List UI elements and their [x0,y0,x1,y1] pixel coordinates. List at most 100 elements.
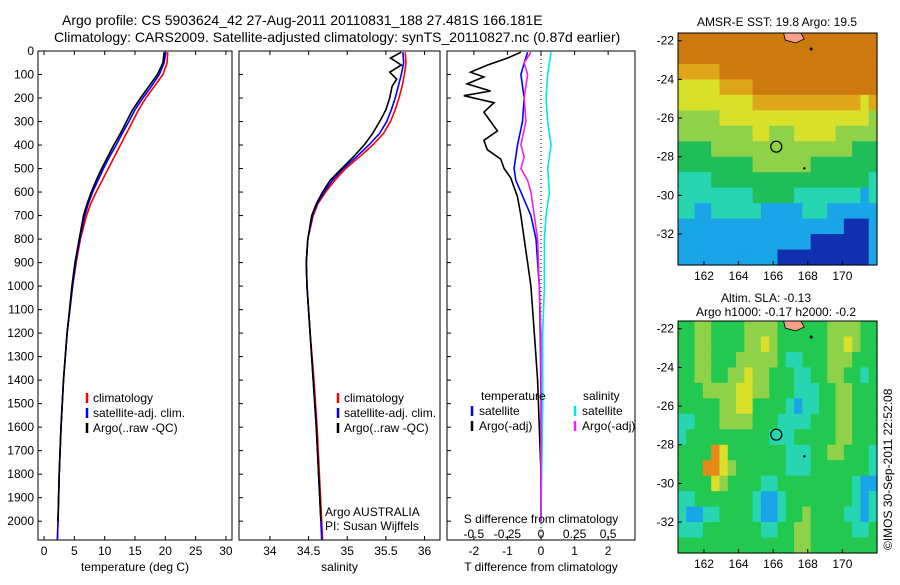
heatmap-cell [843,110,853,127]
heatmap-cell [852,351,862,368]
heatmap-cell [678,491,687,508]
map-title-line-1: Altim. SLA: -0.13 [721,291,811,305]
heatmap-cell [785,156,795,173]
heatmap-cell [777,33,787,50]
heatmap-cell [785,382,795,399]
heatmap-cell [702,491,712,508]
heatmap-cell [777,398,787,415]
heatmap-cell [736,336,745,353]
heatmap-cell [860,63,870,80]
heatmap-cell [711,321,721,338]
heatmap-cell [752,382,762,399]
heatmap-cell [843,79,853,96]
heatmap-cell [711,234,721,251]
heatmap-cell [719,537,729,554]
x-tick-label: 20 [159,544,173,558]
heatmap-cell [860,249,870,266]
heatmap-cell [794,218,803,235]
heatmap-cell [810,156,820,173]
heatmap-cell [727,218,737,235]
heatmap-cell [719,351,729,368]
plot-frame [238,50,441,541]
heatmap-cell [777,63,787,80]
heatmap-cell [711,444,721,461]
argo-location-marker [770,140,783,153]
y-tick-label: 600 [14,185,34,199]
heatmap-cell [686,522,696,539]
heatmap-cell [752,172,762,189]
heatmap-cell [711,460,721,477]
heatmap-cell [827,79,837,96]
heatmap-cell [835,110,845,127]
heatmap-cell [810,537,820,554]
heatmap-cell [852,506,862,523]
heatmap-cell [868,460,878,477]
heatmap-cell [794,382,803,399]
heatmap-cell [744,187,754,204]
heatmap-cell [785,203,795,220]
heatmap-cell [843,203,853,220]
heatmap-cell [827,234,837,251]
y-tick-label: -30 [657,476,675,490]
heatmap-cell [694,460,704,477]
heatmap-cell [852,249,862,266]
heatmap-cell [785,506,795,523]
heatmap-cell [843,351,853,368]
heatmap-cell [678,33,687,50]
island-dot [803,167,806,170]
heatmap-cell [711,203,721,220]
heatmap-cell [736,506,745,523]
heatmap-cell [686,249,696,266]
heatmap-cell [694,203,704,220]
heatmap-cell [835,218,845,235]
legend-label: satellite-adj. clim. [344,406,436,420]
heatmap-cell [802,94,812,111]
heatmap-cell [744,94,754,111]
heatmap-cell [760,351,770,368]
heatmap-cell [852,321,862,338]
heatmap-cell [711,351,721,368]
heatmap-cell [686,48,696,65]
heatmap-cell [719,506,729,523]
x-tick-label: -2 [469,544,480,558]
heatmap-cell [719,491,729,508]
heatmap-cell [678,110,687,127]
heatmap-cell [719,249,729,266]
heatmap-cell [769,141,779,158]
heatmap-cell [769,398,779,415]
heatmap-cell [694,506,704,523]
heatmap-cell [818,506,828,523]
heatmap-cell [760,63,770,80]
heatmap-cell [835,491,845,508]
heatmap-cell [678,249,687,266]
heatmap-cell [702,413,712,430]
heatmap-cell [702,234,712,251]
temperature-panel: 0 5 10 15 20 25 300100200300400500600700800900… [7,44,233,574]
heatmap-cell [868,156,878,173]
heatmap-cell [818,187,828,204]
y-tick-label: -22 [657,322,675,336]
heatmap-cell [827,203,837,220]
heatmap-cell [777,125,787,142]
heatmap-cell [794,475,803,492]
heatmap-cell [694,537,704,554]
heatmap-cell [818,234,828,251]
heatmap-cell [711,367,721,384]
heatmap-cell [702,249,712,266]
heatmap-cell [843,537,853,554]
heatmap-cell [769,506,779,523]
x-tick-label: 162 [694,269,714,283]
x-tick-label: 168 [798,269,818,283]
heatmap-cell [736,187,745,204]
heatmap-cell [777,522,787,539]
heatmap-cell [727,460,737,477]
heatmap-cell [852,367,862,384]
heatmap-cell [785,537,795,554]
heatmap-cell [785,172,795,189]
heatmap-cell [686,367,696,384]
heatmap-cell [736,351,745,368]
heatmap-cell [678,94,687,111]
heatmap-cell [810,125,820,142]
heatmap-cell [760,537,770,554]
